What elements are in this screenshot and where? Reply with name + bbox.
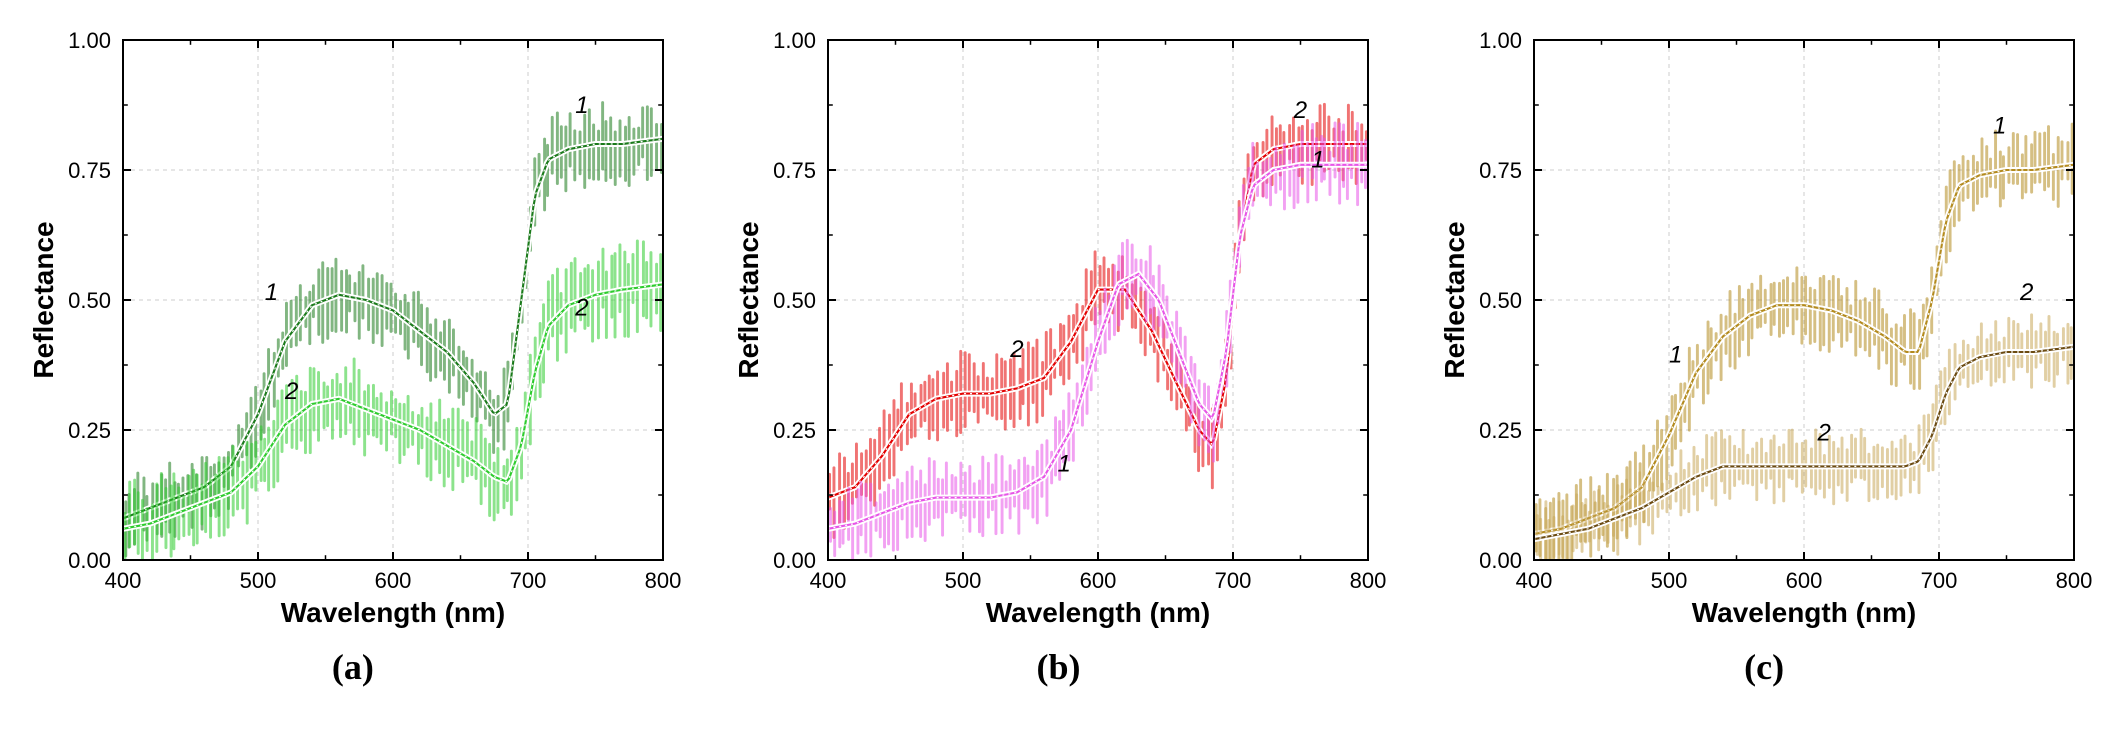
series-label-1: 1 [1993, 113, 2006, 140]
ytick-label: 0.25 [774, 418, 817, 443]
xtick-label: 700 [509, 568, 546, 593]
xtick-label: 600 [1786, 568, 1823, 593]
x-axis-label: Wavelength (nm) [281, 597, 506, 628]
ytick-label: 0.00 [1479, 548, 1522, 573]
ytick-label: 1.00 [774, 28, 817, 53]
ytick-label: 0.75 [1479, 158, 1522, 183]
x-axis-label: Wavelength (nm) [986, 597, 1211, 628]
series-label-2: 2 [2019, 279, 2033, 306]
ytick-label: 0.50 [1479, 288, 1522, 313]
ytick-label: 0.00 [68, 548, 111, 573]
panel-b: 4005006007008000.000.250.500.751.00Wavel… [718, 0, 1398, 688]
ytick-label: 0.75 [774, 158, 817, 183]
xtick-label: 800 [1350, 568, 1387, 593]
series-label-2: 2 [574, 295, 588, 322]
y-axis-label: Reflectance [733, 221, 764, 378]
xtick-label: 800 [2056, 568, 2093, 593]
x-axis-label: Wavelength (nm) [1692, 597, 1917, 628]
caption-c: (c) [1744, 646, 1784, 688]
xtick-label: 500 [1651, 568, 1688, 593]
ytick-label: 0.25 [1479, 418, 1522, 443]
figure-row: 4005006007008000.000.250.500.751.00Wavel… [0, 0, 2117, 746]
plotbox-b: 4005006007008000.000.250.500.751.00Wavel… [718, 0, 1398, 640]
xtick-label: 800 [644, 568, 681, 593]
ytick-label: 0.50 [774, 288, 817, 313]
series-label-2: 2 [284, 378, 298, 405]
xtick-label: 500 [945, 568, 982, 593]
plotbox-c: 4005006007008000.000.250.500.751.00Wavel… [1424, 0, 2104, 640]
ytick-label: 1.00 [1479, 28, 1522, 53]
panel-a: 4005006007008000.000.250.500.751.00Wavel… [13, 0, 693, 688]
ytick-label: 0.75 [68, 158, 111, 183]
ytick-label: 0.25 [68, 418, 111, 443]
series-label-2: 2 [1817, 419, 1831, 446]
xtick-label: 700 [1921, 568, 1958, 593]
series-label-2: 2 [1010, 336, 1024, 363]
ytick-label: 0.00 [774, 548, 817, 573]
series-label-1: 1 [1312, 146, 1325, 173]
xtick-label: 500 [239, 568, 276, 593]
xtick-label: 600 [1080, 568, 1117, 593]
caption-a: (a) [332, 646, 374, 688]
y-axis-label: Reflectance [28, 221, 59, 378]
series-label-1: 1 [265, 279, 278, 306]
caption-b: (b) [1036, 646, 1080, 688]
xtick-label: 700 [1215, 568, 1252, 593]
series-label-1: 1 [1669, 341, 1682, 368]
y-axis-label: Reflectance [1439, 221, 1470, 378]
panel-c: 4005006007008000.000.250.500.751.00Wavel… [1424, 0, 2104, 688]
series-label-1: 1 [575, 92, 588, 119]
series-label-2: 2 [1293, 97, 1307, 124]
ytick-label: 1.00 [68, 28, 111, 53]
plotbox-a: 4005006007008000.000.250.500.751.00Wavel… [13, 0, 693, 640]
xtick-label: 600 [374, 568, 411, 593]
series-label-1: 1 [1058, 451, 1071, 478]
ytick-label: 0.50 [68, 288, 111, 313]
